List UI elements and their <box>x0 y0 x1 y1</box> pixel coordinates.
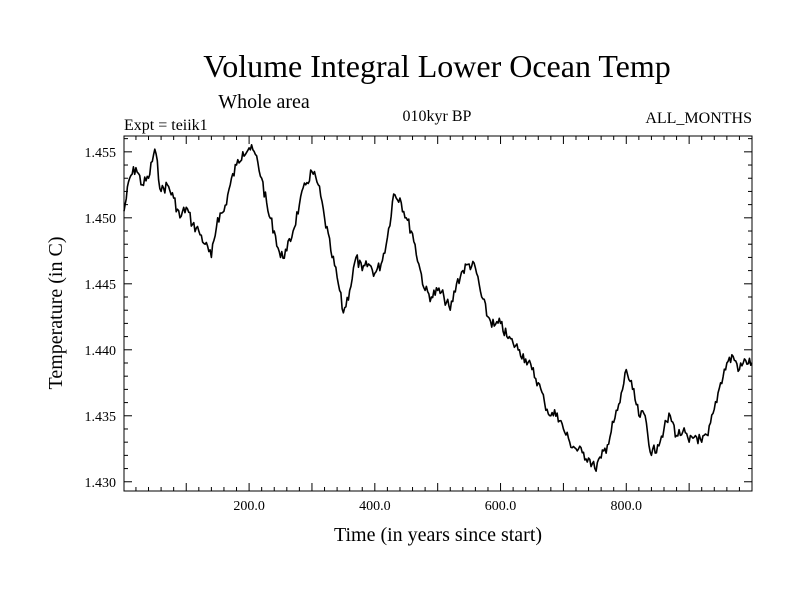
header-center-label: 010kyr BP <box>403 108 472 125</box>
x-tick-label: 400.0 <box>359 499 391 514</box>
chart-subtitle: Whole area <box>218 91 310 113</box>
x-tick-label: 800.0 <box>611 499 643 514</box>
chart-title: Volume Integral Lower Ocean Temp <box>203 48 671 84</box>
header-right-label: ALL_MONTHS <box>645 110 752 127</box>
x-tick-label: 200.0 <box>233 499 265 514</box>
y-axis-label: Temperature (in C) <box>45 237 67 390</box>
y-tick-label: 1.430 <box>85 476 117 491</box>
series-line <box>123 144 753 472</box>
y-tick-label: 1.445 <box>85 278 117 293</box>
x-tick-label: 600.0 <box>485 499 517 514</box>
y-tick-label: 1.440 <box>85 344 117 359</box>
y-tick-label: 1.455 <box>85 146 117 161</box>
y-tick-label: 1.435 <box>85 410 117 425</box>
header-left-label: Expt = teiik1 <box>124 117 208 134</box>
y-tick-label: 1.450 <box>85 212 117 227</box>
x-axis-label: Time (in years since start) <box>334 524 542 546</box>
plot-frame <box>123 135 753 492</box>
ticks-layer: 200.0 400.0 600.0 800.0 1.430 1.435 1.440 1.445… <box>85 136 752 514</box>
